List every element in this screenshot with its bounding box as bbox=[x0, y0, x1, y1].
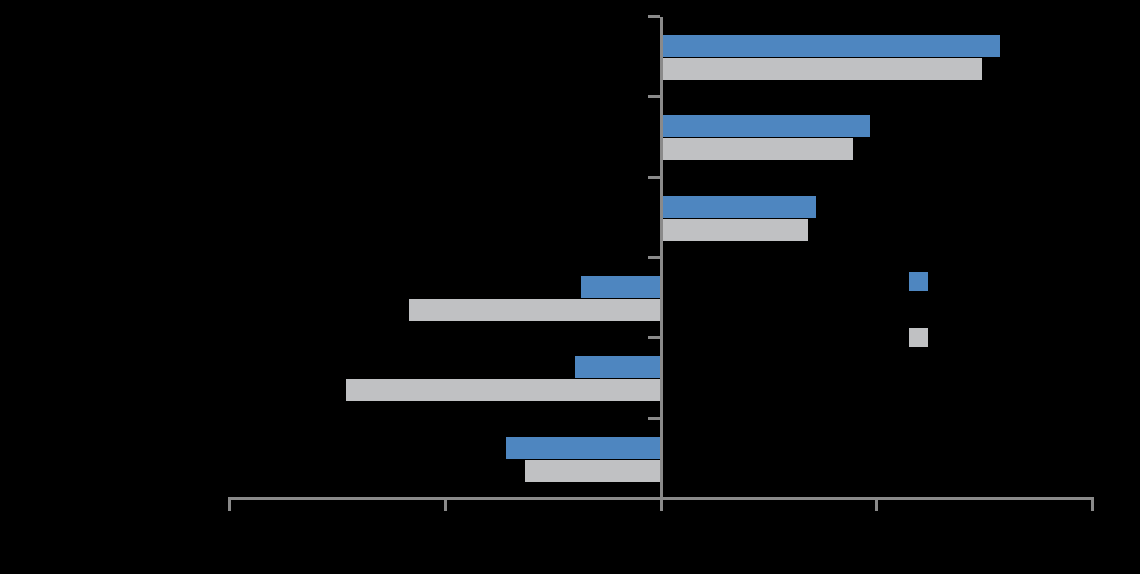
legend-swatch-gray-icon bbox=[909, 328, 928, 347]
bar-blue-series-cat5 bbox=[574, 356, 661, 379]
bar-gray-series-cat5 bbox=[346, 379, 661, 402]
legend-swatch-blue-icon bbox=[909, 272, 928, 291]
bar-gray-series-cat3 bbox=[661, 218, 808, 241]
y-axis-tick bbox=[648, 95, 660, 99]
x-axis-tick bbox=[1091, 497, 1094, 511]
bar-gray-series-cat1 bbox=[661, 58, 983, 80]
x-axis-tick bbox=[228, 497, 231, 511]
y-axis-tick bbox=[648, 15, 660, 18]
bar-blue-series-cat2 bbox=[661, 115, 871, 138]
y-axis-tick bbox=[648, 416, 660, 420]
bar-blue-series-cat4 bbox=[581, 275, 661, 298]
y-axis-tick bbox=[648, 255, 660, 259]
bar-blue-series-cat1 bbox=[661, 35, 1000, 57]
bar-gray-series-cat2 bbox=[661, 138, 854, 161]
x-axis-tick bbox=[443, 497, 447, 511]
bar-blue-series-cat6 bbox=[505, 436, 661, 459]
y-axis-line bbox=[659, 16, 663, 500]
bar-gray-series-cat6 bbox=[525, 459, 661, 482]
x-axis-tick bbox=[659, 497, 663, 511]
y-axis-tick bbox=[648, 175, 660, 179]
y-axis-tick bbox=[648, 336, 660, 340]
x-axis-tick bbox=[875, 497, 879, 511]
bar-gray-series-cat4 bbox=[408, 298, 661, 321]
bar-blue-series-cat3 bbox=[661, 195, 817, 218]
